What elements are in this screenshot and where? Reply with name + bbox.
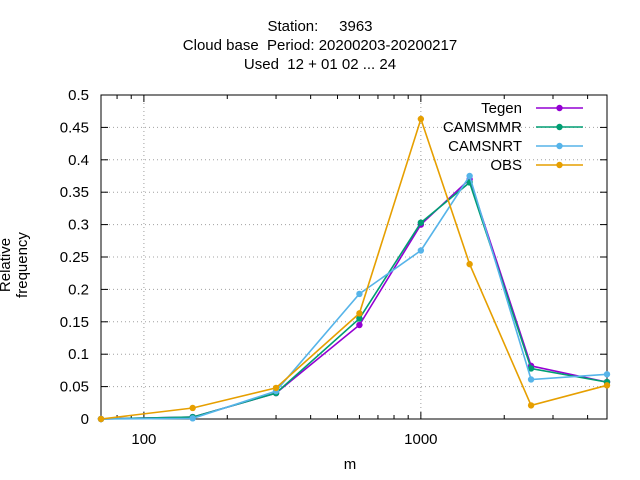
- plot-border: [100, 94, 608, 420]
- y-tick-label: 0.4: [68, 152, 89, 169]
- data-point: [603, 371, 611, 378]
- chart-title-line-2: Cloud base Period: 20200203-20200217: [182, 37, 458, 54]
- data-point: [272, 384, 280, 392]
- legend-label-camsnrt: CAMSNRT: [448, 138, 522, 155]
- data-point: [603, 382, 611, 389]
- data-point: [417, 247, 425, 254]
- x-axis-label: m: [343, 456, 357, 473]
- legend-marker: [556, 123, 563, 131]
- series-line-camsnrt: [100, 174, 608, 420]
- data-point: [97, 415, 105, 423]
- data-point: [356, 321, 363, 329]
- data-point: [466, 172, 473, 180]
- x-tick-label: 100: [131, 431, 156, 448]
- legend-marker: [556, 161, 563, 169]
- legend-label-camsmmr: CAMSMMR: [443, 119, 522, 136]
- y-tick-label: 0.15: [60, 314, 89, 331]
- legend-label-obs: OBS: [490, 157, 522, 174]
- y-tick-label: 0.3: [68, 217, 89, 234]
- legend-label-tegen: Tegen: [481, 100, 522, 117]
- data-point: [189, 415, 196, 422]
- data-point: [466, 260, 473, 268]
- data-point: [417, 219, 425, 226]
- data-point: [356, 290, 363, 298]
- y-tick-label: 0: [81, 411, 89, 428]
- data-point: [417, 115, 425, 123]
- data-point: [527, 365, 535, 372]
- y-tick-label: 0.1: [68, 346, 89, 363]
- chart-title-line-3: Used 12 + 01 02 ... 24: [243, 56, 397, 73]
- data-point: [527, 376, 535, 383]
- chart-title-line-1: Station: 3963: [267, 18, 373, 35]
- data-point: [356, 310, 363, 317]
- y-tick-label: 0.45: [60, 119, 89, 136]
- y-tick-label: 0.2: [68, 281, 89, 298]
- legend-marker: [556, 142, 563, 150]
- legend-marker: [556, 104, 563, 112]
- y-axis-label: Relative frequency: [0, 232, 31, 298]
- x-tick-label: 1000: [404, 431, 437, 448]
- y-tick-label: 0.25: [60, 249, 89, 266]
- y-tick-label: 0.35: [60, 184, 89, 201]
- y-tick-label: 0.05: [60, 379, 89, 396]
- data-point: [189, 404, 196, 412]
- data-point: [527, 402, 535, 409]
- y-tick-label: 0.5: [68, 87, 89, 104]
- series-line-obs: [100, 116, 608, 420]
- data-point: [356, 315, 363, 322]
